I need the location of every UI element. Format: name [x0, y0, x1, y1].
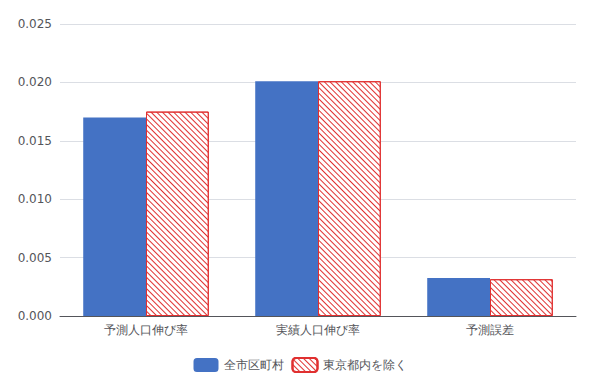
svg-text:実績人口伸び率: 実績人口伸び率 — [276, 323, 360, 337]
svg-text:0.025: 0.025 — [18, 17, 52, 31]
svg-text:予測人口伸び率: 予測人口伸び率 — [104, 323, 188, 337]
svg-text:0.010: 0.010 — [18, 192, 52, 206]
svg-text:0.005: 0.005 — [18, 251, 52, 265]
svg-text:東京都内を除く: 東京都内を除く — [323, 358, 407, 372]
svg-text:0.020: 0.020 — [18, 75, 52, 89]
svg-text:0.000: 0.000 — [18, 309, 52, 323]
svg-text:予測誤差: 予測誤差 — [466, 323, 514, 337]
svg-text:0.015: 0.015 — [18, 134, 52, 148]
svg-text:全市区町村: 全市区町村 — [224, 358, 284, 372]
